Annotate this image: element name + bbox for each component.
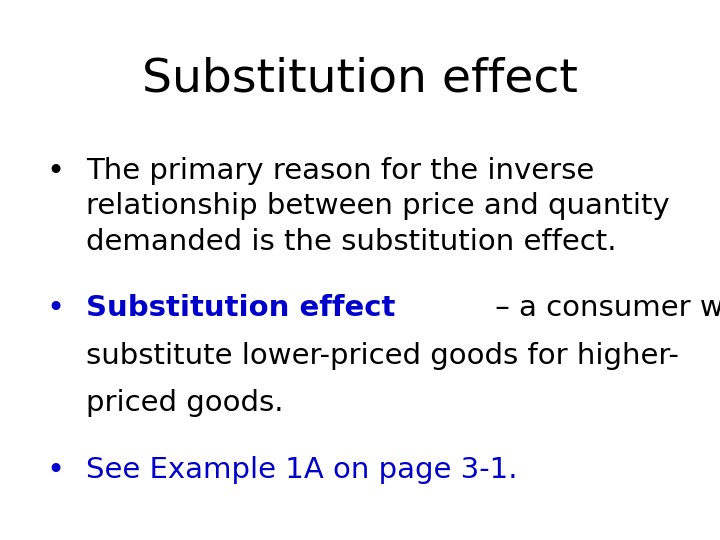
- Text: •: •: [47, 157, 65, 186]
- Text: substitute lower-priced goods for higher-: substitute lower-priced goods for higher…: [86, 342, 679, 370]
- Text: •: •: [47, 294, 65, 323]
- Text: The primary reason for the inverse
relationship between price and quantity
deman: The primary reason for the inverse relat…: [86, 157, 670, 256]
- Text: – a consumer will: – a consumer will: [485, 294, 720, 322]
- Text: •: •: [47, 456, 65, 485]
- Text: Substitution effect: Substitution effect: [86, 294, 396, 322]
- Text: priced goods.: priced goods.: [86, 389, 284, 417]
- Text: Substitution effect: Substitution effect: [142, 57, 578, 102]
- Text: See Example 1A on page 3-1.: See Example 1A on page 3-1.: [86, 456, 518, 484]
